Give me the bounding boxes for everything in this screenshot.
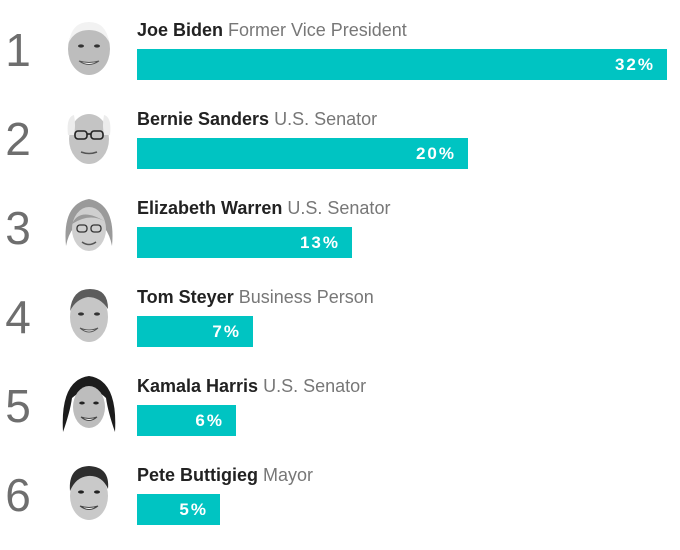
candidate-label: Kamala Harris U.S. Senator (137, 376, 366, 397)
rank-number: 6 (5, 469, 31, 521)
candidate-label: Pete Buttigieg Mayor (137, 465, 313, 486)
candidate-title: Former Vice President (228, 20, 407, 40)
rank-number: 5 (5, 380, 31, 432)
candidate-photo-icon (65, 199, 113, 251)
bar: 7% (137, 316, 253, 347)
bar: 32% (137, 49, 667, 80)
bar-value-label: 32% (614, 55, 655, 74)
candidate-title: U.S. Senator (287, 198, 391, 218)
candidate-label: Tom Steyer Business Person (137, 287, 374, 308)
ranking-row: 6 Pete Buttigieg Mayor 5% (0, 461, 680, 550)
bar: 13% (137, 227, 352, 258)
bar-value-label: 13% (299, 233, 340, 252)
bar: 20% (137, 138, 468, 169)
candidate-name: Tom Steyer (137, 287, 234, 307)
bar-value-label: 5% (179, 500, 208, 519)
bar-value-label: 6% (195, 411, 224, 430)
candidate-name: Joe Biden (137, 20, 224, 40)
rank-number: 2 (5, 113, 31, 165)
ranking-row: 1 Joe Biden Former Vice President 32% (0, 16, 680, 105)
ranking-row: 5 Kamala Harris U.S. Senator 6% (0, 372, 680, 461)
rank-number: 3 (5, 202, 31, 254)
rank-number: 1 (5, 24, 31, 76)
candidate-title: Mayor (263, 465, 314, 485)
ranking-row: 2 Bernie Sanders U.S. Senator 20% (0, 105, 680, 194)
candidate-photo-icon (70, 289, 108, 342)
candidate-name: Bernie Sanders (137, 109, 270, 129)
candidate-title: U.S. Senator (263, 376, 367, 396)
rank-number: 4 (5, 291, 31, 343)
bar-value-label: 7% (212, 322, 241, 341)
bar: 5% (137, 494, 220, 525)
candidate-title: U.S. Senator (274, 109, 378, 129)
bar-value-label: 20% (415, 144, 456, 163)
candidate-title: Business Person (238, 287, 374, 307)
candidate-name: Elizabeth Warren (137, 198, 283, 218)
candidate-name: Pete Buttigieg (137, 465, 259, 485)
ranking-row: 4 Tom Steyer Business Person 7% (0, 283, 680, 372)
candidate-photo-icon (67, 114, 111, 164)
ranking-row: 3 Elizabeth Warren U.S. Senator 13% (0, 194, 680, 283)
candidate-photo-icon (62, 376, 116, 432)
bar: 6% (137, 405, 236, 436)
candidate-label: Joe Biden Former Vice President (137, 20, 407, 41)
candidate-label: Elizabeth Warren U.S. Senator (137, 198, 390, 219)
candidate-name: Kamala Harris (137, 376, 259, 396)
candidate-label: Bernie Sanders U.S. Senator (137, 109, 377, 130)
candidate-photo-icon (68, 22, 110, 75)
candidate-photo-icon (69, 466, 109, 520)
